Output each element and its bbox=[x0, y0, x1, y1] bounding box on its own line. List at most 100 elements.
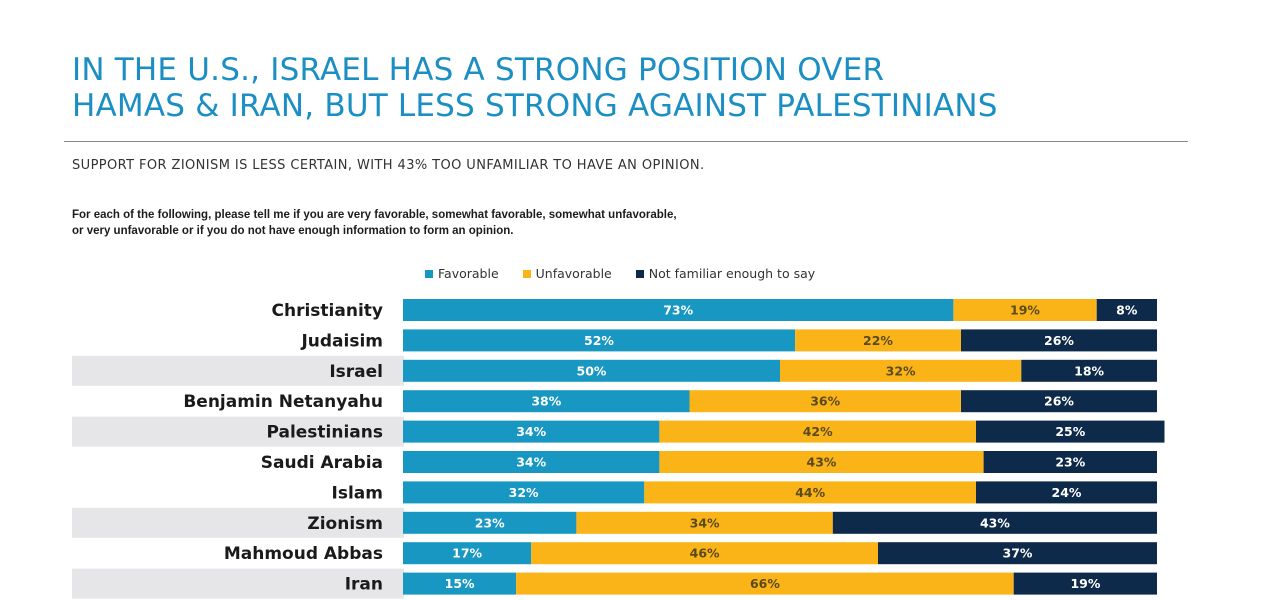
data-label-not-familiar-enough-to-say: 24% bbox=[1052, 485, 1082, 500]
bar-segment-unfavorable bbox=[659, 451, 984, 473]
bar-segment-unfavorable bbox=[953, 299, 1097, 321]
bar-row-judaisim: Judaisim 52% 22% 26% bbox=[300, 329, 1157, 352]
bar-row-islam: Islam 32% 44% 24% bbox=[332, 481, 1157, 504]
bar-segment-not-familiar-enough-to-say bbox=[961, 329, 1157, 352]
bar-row-palestinians: Palestinians 34% 42% 25% bbox=[72, 416, 1165, 447]
bar-segment-unfavorable bbox=[659, 420, 977, 443]
legend-item-favorable: Favorable bbox=[425, 266, 499, 281]
data-label-favorable: 15% bbox=[445, 576, 475, 591]
bar-row-christianity: Christianity 73% 19% 8% bbox=[272, 299, 1157, 321]
bar-segment-not-familiar-enough-to-say bbox=[961, 390, 1157, 413]
survey-question: For each of the following, please tell m… bbox=[72, 207, 677, 239]
bar-segment-favorable bbox=[403, 420, 660, 443]
data-label-not-familiar-enough-to-say: 43% bbox=[980, 515, 1010, 530]
data-label-unfavorable: 42% bbox=[803, 424, 833, 439]
legend-item-not-familiar: Not familiar enough to say bbox=[635, 266, 816, 281]
data-label-unfavorable: 66% bbox=[750, 576, 780, 591]
bar-row-zionism: Zionism 23% 34% 43% bbox=[72, 507, 1157, 538]
data-label-favorable: 34% bbox=[516, 424, 546, 439]
category-label: Benjamin Netanyahu bbox=[183, 392, 383, 412]
bar-segment-not-familiar-enough-to-say bbox=[1096, 299, 1157, 321]
title-divider bbox=[64, 141, 1188, 142]
chart-title-line-2: HAMAS & IRAN, BUT LESS STRONG AGAINST PA… bbox=[72, 88, 998, 124]
category-label: Israel bbox=[329, 362, 383, 382]
bar-segment-favorable bbox=[403, 481, 645, 504]
bar-segment-unfavorable bbox=[531, 542, 878, 565]
data-label-unfavorable: 36% bbox=[810, 394, 840, 409]
chart-title-line-1: IN THE U.S., ISRAEL HAS A STRONG POSITIO… bbox=[72, 52, 885, 88]
survey-question-line-1: For each of the following, please tell m… bbox=[72, 209, 677, 221]
legend-label-favorable: Favorable bbox=[438, 266, 499, 281]
category-label: Judaisim bbox=[300, 331, 383, 351]
bar-segment-unfavorable bbox=[576, 511, 833, 534]
bar-segment-not-familiar-enough-to-say bbox=[1013, 572, 1157, 595]
data-label-favorable: 23% bbox=[475, 515, 505, 530]
bar-row-mahmoud-abbas: Mahmoud Abbas 17% 46% 37% bbox=[224, 542, 1157, 565]
data-label-not-familiar-enough-to-say: 23% bbox=[1055, 455, 1085, 470]
category-label: Christianity bbox=[272, 301, 383, 321]
bar-segment-unfavorable bbox=[795, 329, 961, 352]
bar-row-israel: Israel 50% 32% 18% bbox=[72, 355, 1157, 386]
data-label-favorable: 50% bbox=[577, 363, 607, 378]
data-label-unfavorable: 46% bbox=[690, 546, 720, 561]
bar-segment-favorable bbox=[403, 451, 660, 473]
data-label-favorable: 73% bbox=[663, 303, 693, 318]
bar-row-benjamin-netanyahu: Benjamin Netanyahu 38% 36% 26% bbox=[183, 390, 1157, 413]
data-label-not-familiar-enough-to-say: 19% bbox=[1070, 576, 1100, 591]
bar-segment-not-familiar-enough-to-say bbox=[832, 511, 1157, 534]
row-highlight bbox=[72, 355, 404, 386]
row-highlight bbox=[72, 568, 404, 599]
data-label-favorable: 38% bbox=[531, 394, 561, 409]
data-label-not-familiar-enough-to-say: 26% bbox=[1044, 333, 1074, 348]
data-label-unfavorable: 44% bbox=[795, 485, 825, 500]
legend-swatch-favorable bbox=[425, 269, 433, 278]
data-label-unfavorable: 32% bbox=[886, 363, 916, 378]
legend-swatch-unfavorable bbox=[522, 269, 531, 278]
legend-item-unfavorable: Unfavorable bbox=[522, 266, 612, 281]
data-label-favorable: 34% bbox=[516, 455, 546, 470]
category-label: Iran bbox=[345, 575, 383, 595]
row-highlight bbox=[72, 507, 404, 538]
chart-title: IN THE U.S., ISRAEL HAS A STRONG POSITIO… bbox=[72, 52, 1192, 124]
legend-label-not-familiar: Not familiar enough to say bbox=[648, 266, 816, 281]
bar-segment-not-familiar-enough-to-say bbox=[878, 542, 1157, 565]
data-label-not-familiar-enough-to-say: 18% bbox=[1074, 363, 1104, 378]
data-label-favorable: 32% bbox=[509, 485, 539, 500]
data-label-unfavorable: 34% bbox=[690, 515, 720, 530]
chart-subtitle: SUPPORT FOR ZIONISM IS LESS CERTAIN, WIT… bbox=[72, 158, 705, 173]
data-label-favorable: 52% bbox=[584, 333, 614, 348]
category-label: Mahmoud Abbas bbox=[224, 544, 383, 564]
bar-segment-not-familiar-enough-to-say bbox=[976, 420, 1165, 443]
category-label: Saudi Arabia bbox=[261, 453, 383, 473]
category-label: Palestinians bbox=[266, 423, 383, 443]
bar-row-iran: Iran 15% 66% 19% bbox=[72, 568, 1157, 599]
bar-segment-favorable bbox=[403, 511, 577, 534]
bar-row-saudi-arabia: Saudi Arabia 34% 43% 23% bbox=[261, 451, 1157, 473]
bar-segment-not-familiar-enough-to-say bbox=[1021, 359, 1157, 382]
row-highlight bbox=[72, 416, 404, 447]
bar-segment-favorable bbox=[403, 359, 780, 382]
data-label-not-familiar-enough-to-say: 37% bbox=[1003, 546, 1033, 561]
bar-segment-favorable bbox=[403, 572, 517, 595]
data-label-not-familiar-enough-to-say: 8% bbox=[1116, 303, 1138, 318]
bar-segment-favorable bbox=[403, 390, 690, 413]
bar-segment-unfavorable bbox=[644, 481, 977, 504]
data-label-favorable: 17% bbox=[452, 546, 482, 561]
legend-swatch-not-familiar bbox=[635, 269, 644, 278]
legend-label-unfavorable: Unfavorable bbox=[535, 266, 612, 281]
data-label-not-familiar-enough-to-say: 25% bbox=[1055, 424, 1085, 439]
bar-segment-not-familiar-enough-to-say bbox=[983, 451, 1157, 473]
chart-legend: Favorable Unfavorable Not familiar enoug… bbox=[425, 266, 815, 281]
data-label-unfavorable: 19% bbox=[1010, 303, 1040, 318]
bar-segment-favorable bbox=[403, 329, 796, 352]
category-label: Islam bbox=[332, 483, 383, 503]
data-label-unfavorable: 22% bbox=[863, 333, 893, 348]
bar-segment-favorable bbox=[403, 542, 532, 565]
bar-segment-unfavorable bbox=[780, 359, 1022, 382]
data-label-not-familiar-enough-to-say: 26% bbox=[1044, 394, 1074, 409]
data-label-unfavorable: 43% bbox=[807, 455, 837, 470]
bar-segment-unfavorable bbox=[516, 572, 1014, 595]
bar-segment-unfavorable bbox=[689, 390, 961, 413]
bar-segment-favorable bbox=[403, 299, 954, 321]
